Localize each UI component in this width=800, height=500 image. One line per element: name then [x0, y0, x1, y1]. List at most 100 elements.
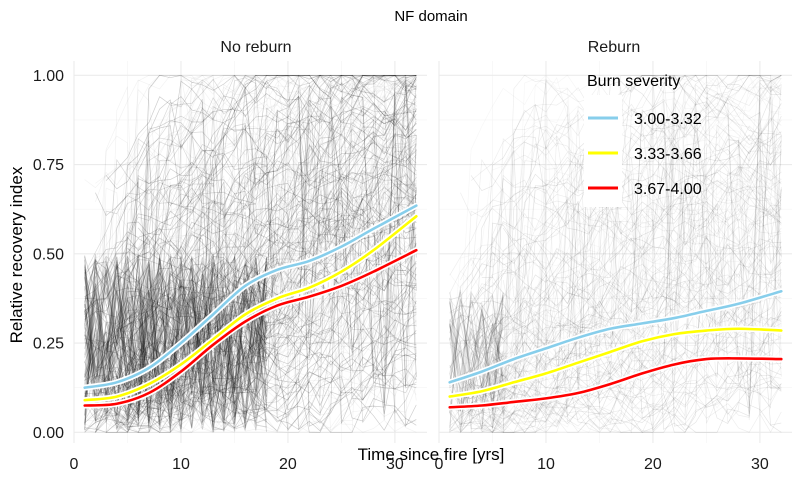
background-trajectory [137, 82, 417, 433]
background-trajectory [105, 74, 417, 396]
background-trajectory [127, 74, 417, 425]
background-trajectory [84, 88, 417, 370]
background-trajectory [95, 106, 417, 424]
background-trajectory [84, 247, 417, 406]
background-trajectory [84, 88, 417, 370]
background-trajectory [127, 350, 417, 433]
background-trajectory-dense [84, 257, 267, 421]
background-trajectory [84, 80, 417, 433]
background-trajectory [138, 74, 417, 397]
background-trajectory [137, 82, 417, 433]
background-trajectory [95, 195, 417, 433]
background-trajectory [84, 74, 417, 416]
background-trajectory [95, 134, 417, 406]
background-trajectory [127, 99, 417, 423]
background-trajectory [105, 150, 417, 326]
background-trajectory [84, 269, 417, 421]
background-trajectory [105, 109, 417, 373]
background-trajectory [84, 172, 417, 414]
background-trajectory [84, 198, 417, 408]
background-trajectory [84, 247, 417, 406]
background-trajectory [127, 215, 417, 378]
background-trajectory [84, 80, 417, 433]
background-trajectory [105, 74, 417, 433]
background-trajectory [116, 142, 417, 326]
background-trajectory [84, 74, 417, 383]
background-trajectory [95, 144, 417, 429]
background-trajectory [127, 99, 417, 423]
background-trajectory [116, 366, 417, 433]
background-trajectory [116, 170, 417, 405]
background-trajectory [116, 300, 417, 426]
background-trajectory [95, 154, 417, 431]
background-trajectory [95, 78, 417, 424]
background-trajectory [137, 74, 417, 404]
background-trajectory [138, 183, 417, 433]
background-trajectory-dense [84, 269, 267, 431]
background-trajectory [105, 139, 417, 431]
background-trajectory [137, 74, 417, 409]
background-trajectory-dense [84, 255, 267, 431]
background-trajectory-dense [84, 257, 267, 414]
background-trajectory [105, 86, 417, 421]
background-trajectory-dense [449, 298, 504, 428]
y-tick-label: 0.00 [33, 425, 64, 442]
background-trajectory [106, 125, 417, 432]
background-trajectory [138, 85, 417, 430]
background-trajectory [95, 319, 417, 433]
background-trajectory [95, 253, 417, 416]
background-trajectory [95, 74, 417, 433]
background-trajectory-dense [84, 256, 267, 432]
background-trajectory [105, 181, 417, 423]
background-trajectory [137, 172, 417, 390]
background-trajectory [137, 74, 417, 317]
background-trajectory [127, 195, 417, 418]
background-trajectory [95, 99, 417, 404]
chart-title: NF domain [394, 8, 467, 25]
background-trajectory [105, 74, 417, 396]
background-trajectory [105, 74, 417, 421]
background-trajectory [95, 106, 417, 424]
background-trajectory [137, 197, 417, 416]
background-trajectory [95, 143, 417, 430]
background-trajectory [84, 74, 417, 416]
background-trajectory [116, 96, 417, 433]
background-trajectory [127, 74, 417, 379]
background-trajectory-dense [84, 255, 267, 430]
background-trajectory [138, 183, 417, 433]
background-trajectory [84, 85, 417, 318]
background-trajectory [95, 74, 417, 407]
background-trajectory [95, 319, 417, 433]
background-trajectory [127, 74, 417, 425]
background-trajectory [95, 217, 417, 414]
background-trajectory [95, 156, 417, 419]
background-trajectory [116, 238, 417, 434]
background-trajectory [106, 212, 417, 400]
background-trajectory [84, 88, 417, 370]
background-trajectory [84, 133, 417, 291]
background-trajectory-dense [84, 254, 267, 413]
background-trajectory [138, 74, 417, 387]
background-trajectory [127, 80, 417, 315]
background-trajectory [105, 74, 417, 411]
background-trajectory [105, 98, 417, 356]
background-trajectory [127, 74, 417, 415]
background-trajectory-dense [449, 327, 504, 408]
background-trajectory [84, 85, 417, 318]
background-trajectory [137, 197, 417, 416]
background-trajectory [138, 183, 417, 433]
series-line-3-67-4-00-no-reburn [83, 248, 418, 407]
background-trajectory [84, 123, 417, 348]
background-trajectory [137, 197, 417, 416]
background-trajectory [105, 139, 417, 431]
background-trajectory-dense [84, 256, 267, 402]
background-trajectory [105, 181, 417, 423]
background-trajectory [105, 191, 417, 350]
background-trajectory [105, 74, 417, 421]
background-trajectory [116, 212, 417, 421]
background-trajectory [116, 96, 417, 261]
background-trajectory [84, 74, 417, 418]
background-trajectory [137, 211, 417, 433]
background-trajectory-dense [449, 295, 504, 388]
background-trajectory [137, 74, 417, 317]
